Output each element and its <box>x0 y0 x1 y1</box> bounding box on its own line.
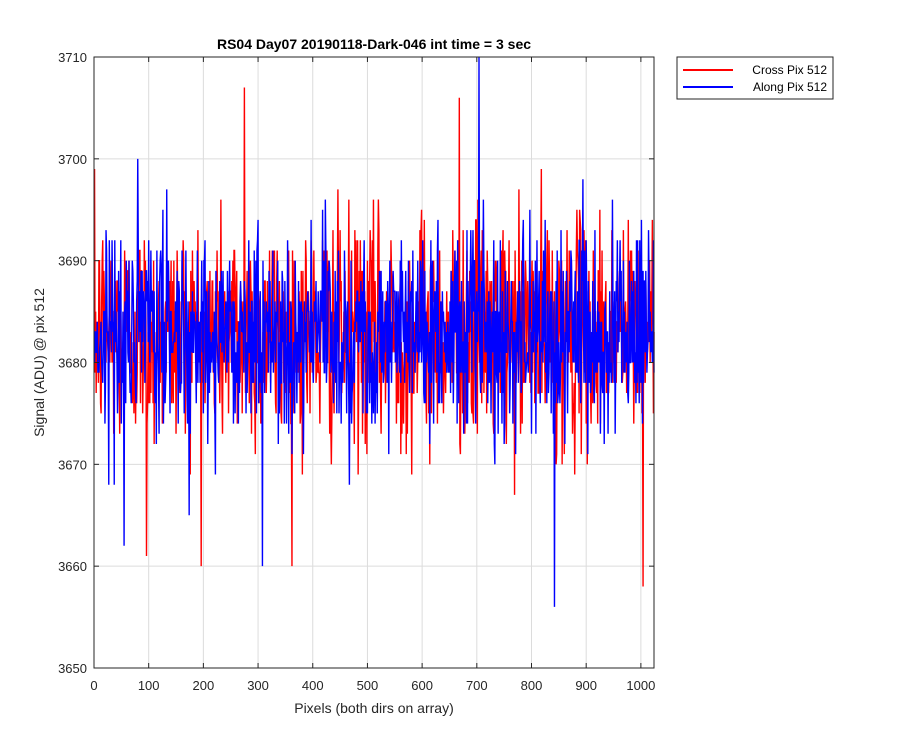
y-tick-label: 3660 <box>58 559 87 574</box>
x-tick-label: 700 <box>466 678 488 693</box>
x-tick-label: 1000 <box>626 678 655 693</box>
y-axis-label: Signal (ADU) @ pix 512 <box>31 288 47 437</box>
y-tick-label: 3650 <box>58 661 87 676</box>
legend: Cross Pix 512 Along Pix 512 <box>676 56 834 100</box>
x-tick-label: 400 <box>302 678 324 693</box>
legend-label: Along Pix 512 <box>753 80 827 94</box>
ticks: 0 100 200 300 400 500 600 700 800 900 1000 3650 3660… <box>58 50 655 693</box>
plot-area <box>93 56 655 607</box>
x-tick-label: 800 <box>521 678 543 693</box>
x-tick-label: 300 <box>247 678 269 693</box>
x-tick-label: 900 <box>575 678 597 693</box>
x-tick-label: 500 <box>357 678 379 693</box>
x-tick-label: 200 <box>193 678 215 693</box>
chart-title: RS04 Day07 20190118-Dark-046 int time = … <box>217 36 531 52</box>
x-tick-label: 600 <box>411 678 433 693</box>
y-tick-label: 3680 <box>58 356 87 371</box>
series-line-1 <box>93 56 655 607</box>
y-tick-label: 3670 <box>58 457 87 472</box>
legend-label: Cross Pix 512 <box>752 63 827 77</box>
legend-box <box>676 56 834 100</box>
x-tick-label: 0 <box>90 678 97 693</box>
x-axis-label: Pixels (both dirs on array) <box>294 700 454 716</box>
y-tick-label: 3710 <box>58 50 87 65</box>
x-tick-label: 100 <box>138 678 160 693</box>
y-tick-label: 3690 <box>58 254 87 269</box>
y-tick-label: 3700 <box>58 152 87 167</box>
